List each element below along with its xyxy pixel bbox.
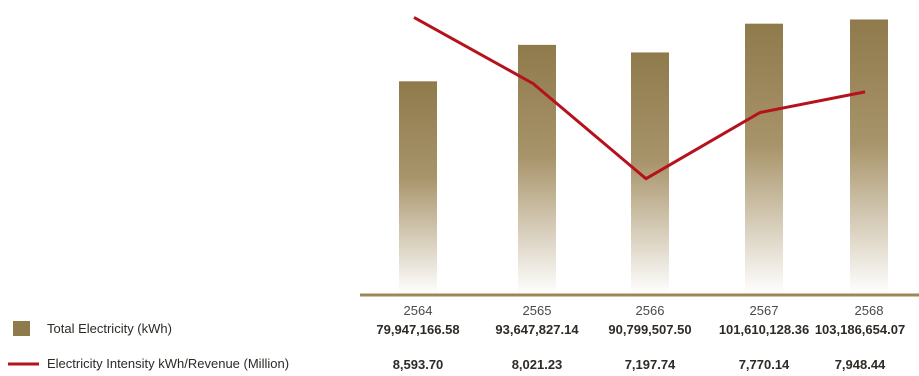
legend-bar-swatch: [13, 321, 30, 336]
bar-2566: [631, 52, 669, 295]
bar-value-2567: 101,610,128.36: [719, 322, 809, 337]
bar-2567: [745, 23, 783, 295]
bar-value-2566: 90,799,507.50: [608, 322, 691, 337]
x-tick-labels: 2564 2565 2566 2567 2568: [404, 303, 884, 318]
line-value-2565: 8,021.23: [512, 357, 563, 372]
x-tick-2567: 2567: [750, 303, 779, 318]
x-tick-2565: 2565: [523, 303, 552, 318]
bar-series: [399, 19, 888, 295]
line-value-row: 8,593.70 8,021.23 7,197.74 7,770.14 7,948.44: [393, 357, 886, 372]
legend-bar-label: Total Electricity (kWh): [47, 321, 172, 336]
line-value-2566: 7,197.74: [625, 357, 676, 372]
line-value-2564: 8,593.70: [393, 357, 444, 372]
line-value-2567: 7,770.14: [739, 357, 790, 372]
bar-value-row: 79,947,166.58 93,647,827.14 90,799,507.50 1…: [376, 322, 905, 337]
bar-2568: [850, 19, 888, 295]
legend-line-label: Electricity Intensity kWh/Revenue (Milli…: [47, 356, 289, 371]
legend-bar: Total Electricity (kWh): [13, 321, 172, 336]
bar-2565: [518, 44, 556, 294]
bar-2564: [399, 81, 437, 295]
legend-line: Electricity Intensity kWh/Revenue (Milli…: [8, 356, 289, 371]
x-tick-2568: 2568: [855, 303, 884, 318]
x-tick-2566: 2566: [636, 303, 665, 318]
bar-value-2564: 79,947,166.58: [376, 322, 459, 337]
bar-value-2568: 103,186,654.07: [815, 322, 905, 337]
intensity-line: [413, 16, 866, 181]
x-tick-2564: 2564: [404, 303, 433, 318]
bar-value-2565: 93,647,827.14: [495, 322, 579, 337]
line-value-2568: 7,948.44: [835, 357, 886, 372]
